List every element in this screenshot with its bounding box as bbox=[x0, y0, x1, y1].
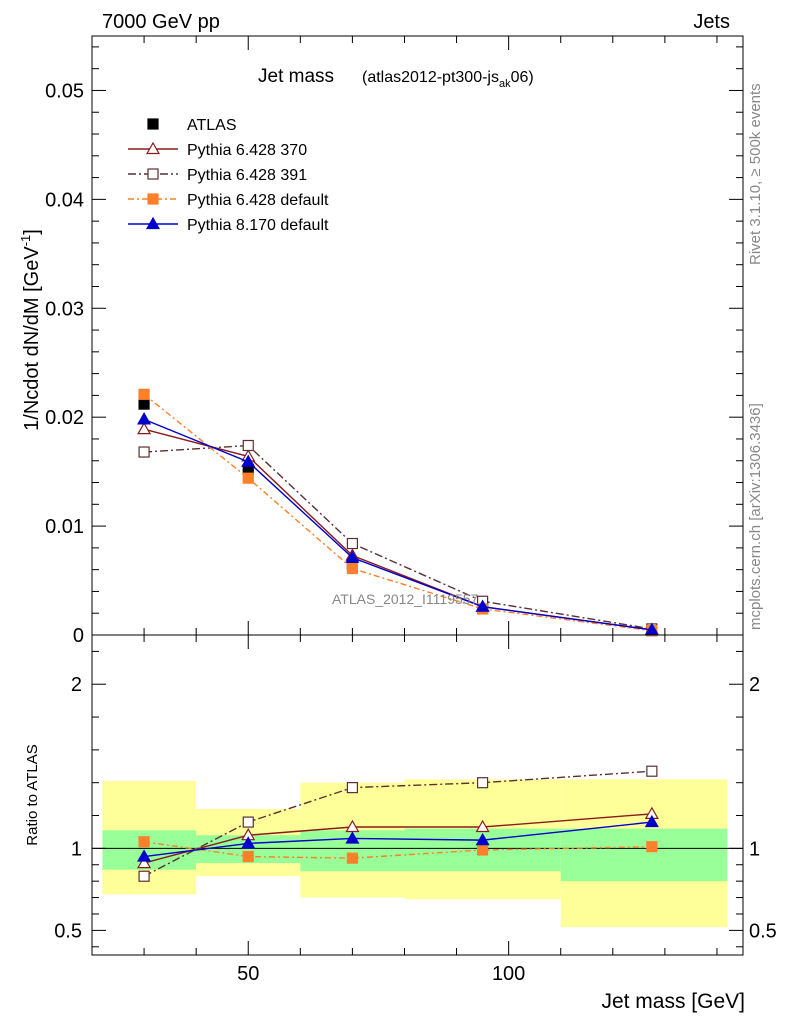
main-y-tick-label: 0.01 bbox=[45, 516, 84, 538]
ratio-data-point bbox=[138, 836, 150, 848]
ratio-series-line bbox=[143, 841, 652, 859]
ratio-data-point bbox=[346, 782, 358, 794]
main-axis-ticks: 0 0.01 0.02 0.03 0.04 0.05 bbox=[45, 36, 743, 647]
main-y-tick-label: 0.05 bbox=[45, 80, 84, 102]
ratio-data-point bbox=[242, 816, 254, 828]
main-data-point bbox=[137, 421, 152, 435]
legend-entry: Pythia 6.428 391 bbox=[128, 167, 307, 184]
main-y-tick-label: 0.04 bbox=[45, 189, 84, 211]
legend-label: Pythia 6.428 370 bbox=[187, 142, 307, 159]
ratio-series-3 bbox=[137, 814, 659, 862]
legend-entry: ATLAS bbox=[147, 117, 237, 134]
y-axis-label: 1/Ncdot dN/dM [GeV-1] bbox=[18, 229, 43, 431]
ratio-data-point bbox=[477, 777, 489, 789]
legend-marker bbox=[147, 118, 159, 130]
legend-label: Pythia 8.170 default bbox=[187, 217, 329, 234]
legend-entry: Pythia 6.428 default bbox=[128, 192, 329, 209]
y-axis-label-main: 1/Ncdot dN/dM [GeV bbox=[21, 246, 43, 431]
main-data-point bbox=[138, 388, 150, 400]
main-data-point bbox=[138, 446, 150, 458]
ratio-plot-panel: 0.5 0.5 1 1 2 2 50 100 bbox=[54, 634, 777, 985]
ratio-data-point bbox=[138, 870, 150, 882]
main-data-point bbox=[242, 472, 254, 484]
legend-entry: Pythia 8.170 default bbox=[128, 216, 329, 234]
ratio-axis-ticks: 0.5 0.5 1 1 2 2 50 100 bbox=[54, 635, 777, 985]
plot-title: Jet mass bbox=[258, 66, 334, 87]
ratio-data-point bbox=[345, 831, 360, 844]
legend: ATLAS Pythia 6.428 370 Pythia 6.428 391 Pyt… bbox=[128, 117, 329, 234]
main-data-point bbox=[644, 622, 659, 635]
main-data-point bbox=[345, 550, 360, 563]
main-data-point bbox=[346, 562, 358, 575]
x-axis-label: Jet mass [GeV] bbox=[601, 990, 745, 1013]
mcplots-reference-label: mcplots.cern.ch [arXiv:1306.3436] bbox=[747, 403, 764, 630]
legend-marker bbox=[147, 168, 159, 180]
ratio-data-point bbox=[646, 841, 658, 853]
main-series-group bbox=[137, 388, 659, 637]
subtitle-main: (atlas2012-pt300-js bbox=[362, 69, 499, 86]
ratio-y-axis-label: Ratio to ATLAS bbox=[24, 744, 41, 845]
legend-label: Pythia 6.428 391 bbox=[187, 167, 307, 184]
legend-entry: Pythia 6.428 370 bbox=[128, 141, 307, 159]
ratio-data-point bbox=[137, 849, 152, 862]
ratio-series-group bbox=[137, 765, 659, 882]
ratio-data-point bbox=[475, 832, 490, 846]
ratio-data-point bbox=[475, 819, 490, 833]
x-tick-label: 100 bbox=[492, 963, 525, 985]
subtitle-subscript: ak bbox=[499, 78, 511, 90]
legend-label: Pythia 6.428 default bbox=[187, 192, 329, 209]
main-data-point bbox=[346, 537, 358, 550]
ratio-data-point bbox=[137, 855, 152, 869]
ratio-inner-band bbox=[560, 828, 728, 882]
process-label: Jets bbox=[693, 11, 730, 33]
ratio-y-tick-label: 0.5 bbox=[54, 920, 82, 942]
ratio-data-point bbox=[477, 844, 489, 856]
ratio-data-point bbox=[242, 850, 254, 863]
main-series-4 bbox=[137, 412, 659, 635]
ratio-data-point bbox=[241, 836, 256, 849]
ratio-y-tick-label: 1 bbox=[71, 838, 82, 860]
ratio-plot-frame bbox=[91, 634, 744, 956]
ratio-y-tick-label-right: 2 bbox=[749, 674, 760, 696]
y-axis-label-superscript: -1 bbox=[18, 235, 33, 247]
main-data-point bbox=[241, 454, 256, 467]
energy-label: 7000 GeV pp bbox=[102, 11, 220, 33]
rivet-version-label: Rivet 3.1.10, ≥ 500k events bbox=[747, 83, 764, 265]
subtitle-end: 06) bbox=[511, 69, 534, 86]
main-data-point bbox=[242, 439, 254, 452]
y-axis-label-end: ] bbox=[21, 229, 43, 235]
x-tick-label: 50 bbox=[237, 963, 259, 985]
ratio-series-1 bbox=[138, 765, 658, 882]
ratio-data-point bbox=[346, 852, 358, 864]
main-data-point bbox=[137, 412, 152, 425]
ratio-y-tick-label-right: 0.5 bbox=[749, 920, 777, 942]
main-y-tick-label: 0.02 bbox=[45, 407, 84, 429]
ratio-data-point bbox=[644, 814, 659, 828]
ratio-y-tick-label-right: 1 bbox=[749, 838, 760, 860]
plot-subtitle: (atlas2012-pt300-jsak06) bbox=[362, 69, 534, 90]
ratio-series-2 bbox=[138, 836, 658, 864]
legend-label: ATLAS bbox=[187, 117, 237, 134]
ratio-data-point bbox=[646, 765, 658, 777]
ratio-y-tick-label: 2 bbox=[71, 674, 82, 696]
main-data-point bbox=[138, 398, 150, 410]
analysis-watermark: ATLAS_2012_I1119557 bbox=[332, 591, 479, 607]
main-plot-panel: 0 0.01 0.02 0.03 0.04 0.05 Jet mass (atlas201… bbox=[45, 35, 744, 647]
main-y-tick-label: 0 bbox=[73, 625, 84, 647]
ratio-series-0 bbox=[137, 806, 659, 869]
legend-marker bbox=[145, 141, 161, 155]
legend-marker bbox=[147, 193, 159, 205]
main-data-point bbox=[475, 599, 490, 612]
main-y-tick-label: 0.03 bbox=[45, 298, 84, 320]
legend-marker bbox=[145, 216, 161, 230]
